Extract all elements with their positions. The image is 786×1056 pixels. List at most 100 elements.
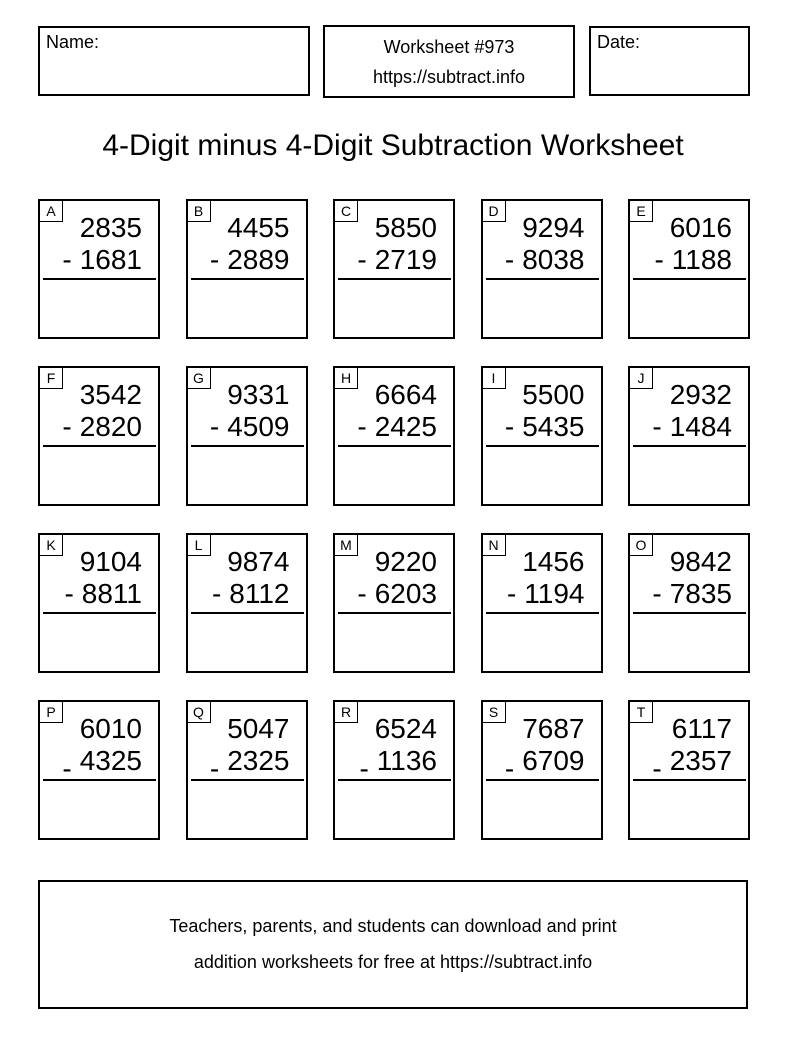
answer-space (338, 450, 450, 501)
minus-sign: - (359, 753, 369, 784)
problem-cell: J 2932 -1484 (628, 366, 750, 506)
answer-line (485, 612, 599, 614)
subtrahend: 6709 (522, 745, 585, 776)
subtrahend: 1194 (524, 578, 585, 609)
problem-letter-box: E (630, 201, 653, 222)
problem-letter: B (193, 203, 204, 219)
subtrahend-row: -5435 (505, 413, 585, 441)
subtrahend-row: -1194 (507, 580, 585, 608)
subtrahend-row: -2325 (210, 745, 290, 783)
problem-cell: Q 5047 -2325 (185, 700, 308, 840)
answer-line (190, 278, 304, 280)
footer-line-2: addition worksheets for free at https://… (193, 952, 593, 972)
problem-letter: R (340, 704, 352, 720)
minuend: 2932 (669, 379, 732, 410)
worksheet-url: https://subtract.info (372, 66, 526, 87)
answer-space (43, 617, 155, 668)
minus-sign: - (652, 578, 662, 609)
minus-sign: - (64, 578, 74, 609)
answer-line (43, 278, 156, 280)
subtrahend-row: -1681 (62, 246, 142, 274)
minuend: 6010 (79, 713, 142, 744)
problem-cell: P 6010 -4325 (38, 700, 160, 840)
subtrahend-row: -2719 (357, 246, 437, 274)
problem-letter-box: T (630, 702, 653, 723)
subtrahend: 1136 (376, 745, 437, 776)
problem-letter-box: Q (187, 702, 211, 723)
minus-sign: - (652, 753, 662, 784)
problem-cell: I 5500 -5435 (480, 366, 603, 506)
minus-sign: - (357, 411, 367, 442)
subtrahend-row: -8038 (505, 246, 585, 274)
minuend: 2835 (79, 212, 142, 243)
problem-letter: A (46, 203, 56, 219)
problem-letter-box: B (187, 201, 211, 222)
answer-space (191, 784, 303, 835)
minuend: 7687 (522, 713, 585, 744)
footer-line-1: Teachers, parents, and students can down… (169, 916, 617, 936)
minuend: 9331 (227, 379, 290, 410)
answer-space (633, 784, 745, 835)
minus-sign: - (654, 244, 664, 275)
minus-sign: - (504, 411, 515, 442)
problem-letter-box: D (482, 201, 506, 222)
minus-sign: - (209, 411, 220, 442)
answer-space (633, 617, 745, 668)
answer-line (43, 612, 156, 614)
problem-cell: D 9294 -8038 (480, 199, 603, 339)
subtrahend-row: -2889 (210, 246, 290, 274)
minuend: 5850 (374, 212, 437, 243)
minus-sign: - (209, 753, 220, 784)
minus-sign: - (506, 578, 517, 609)
subtrahend: 2889 (227, 244, 290, 275)
minuend: 6664 (374, 379, 437, 410)
problem-cell: S 7687 -6709 (480, 700, 603, 840)
problem-letter-box: M (335, 535, 358, 556)
problem-letter: S (488, 704, 499, 720)
answer-space (191, 617, 303, 668)
answer-line (485, 779, 599, 781)
worksheet-number: Worksheet #973 (383, 36, 515, 57)
minus-sign: - (504, 753, 515, 784)
minuend: 9220 (374, 546, 437, 577)
subtrahend-row: -6203 (357, 580, 437, 608)
subtrahend: 2719 (374, 244, 437, 275)
answer-space (486, 784, 598, 835)
problem-cell: M 9220 -6203 (333, 533, 455, 673)
problem-letter-box: J (630, 368, 653, 389)
answer-space (43, 283, 155, 334)
problem-letter: G (193, 370, 204, 386)
problem-cell: T 6117 -2357 (628, 700, 750, 840)
minuend: 9294 (522, 212, 585, 243)
minuend: 6016 (669, 212, 732, 243)
problem-letter: O (635, 537, 647, 553)
worksheet-info-box: Worksheet #973 https://subtract.info (323, 25, 575, 98)
answer-line (190, 612, 304, 614)
answer-line (633, 445, 746, 447)
problem-letter: F (46, 370, 56, 386)
problem-letter-box: S (482, 702, 506, 723)
answer-space (191, 283, 303, 334)
subtrahend-row: -4325 (62, 747, 142, 783)
minus-sign: - (62, 244, 72, 275)
subtrahend-row: -2425 (357, 413, 437, 441)
subtrahend: 4509 (227, 411, 290, 442)
answer-space (486, 617, 598, 668)
minuend: 5047 (227, 713, 290, 744)
problem-letter: K (46, 537, 56, 553)
minus-sign: - (504, 244, 515, 275)
answer-space (338, 784, 450, 835)
answer-line (338, 445, 451, 447)
subtrahend-row: -8811 (64, 580, 142, 608)
problem-letter: N (488, 537, 499, 553)
subtrahend: 2325 (227, 745, 290, 776)
minus-sign: - (357, 244, 367, 275)
minus-sign: - (62, 411, 72, 442)
minuend: 9104 (79, 546, 142, 577)
problem-letter: Q (193, 704, 204, 720)
minus-sign: - (652, 411, 662, 442)
answer-line (190, 779, 304, 781)
subtrahend: 8038 (522, 244, 585, 275)
minuend: 1456 (522, 546, 585, 577)
